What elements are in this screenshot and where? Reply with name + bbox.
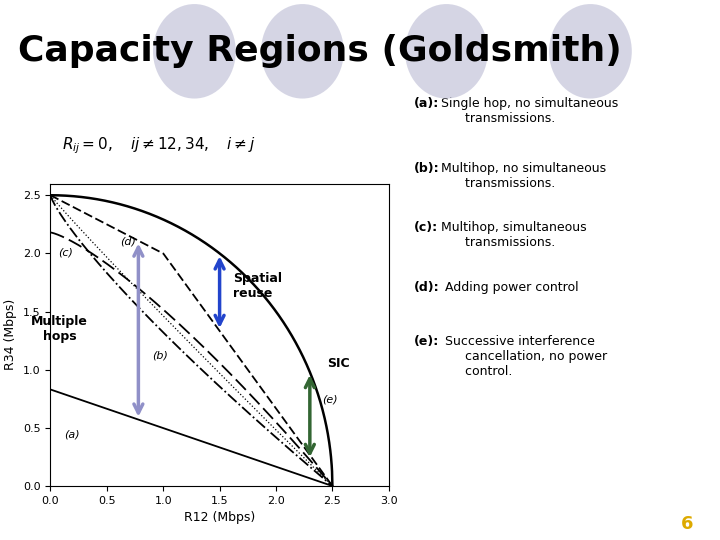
- Text: 6: 6: [681, 515, 694, 533]
- Text: Single hop, no simultaneous
       transmissions.: Single hop, no simultaneous transmission…: [437, 97, 618, 125]
- Text: Multihop, simultaneous
       transmissions.: Multihop, simultaneous transmissions.: [437, 221, 587, 249]
- Text: Multihop, no simultaneous
       transmissions.: Multihop, no simultaneous transmissions.: [437, 162, 606, 190]
- Text: Successive interference
       cancellation, no power
       control.: Successive interference cancellation, no…: [437, 335, 607, 378]
- Text: (a): (a): [64, 429, 80, 439]
- Text: $R_{ij} = 0, \quad ij \neq 12,34, \quad i \neq j$: $R_{ij} = 0, \quad ij \neq 12,34, \quad …: [61, 136, 256, 156]
- Ellipse shape: [261, 4, 344, 98]
- X-axis label: R12 (Mbps): R12 (Mbps): [184, 511, 255, 524]
- Ellipse shape: [549, 4, 632, 98]
- Text: SIC: SIC: [327, 357, 349, 370]
- Text: Spatial
reuse: Spatial reuse: [233, 272, 282, 300]
- Ellipse shape: [153, 4, 236, 98]
- Text: (b):: (b):: [414, 162, 440, 175]
- Text: Multiple
hops: Multiple hops: [31, 315, 88, 343]
- Text: (e):: (e):: [414, 335, 439, 348]
- Text: (d):: (d):: [414, 281, 440, 294]
- Text: (d): (d): [120, 236, 136, 246]
- Y-axis label: R34 (Mbps): R34 (Mbps): [4, 299, 17, 370]
- Ellipse shape: [405, 4, 488, 98]
- Text: (c): (c): [58, 248, 73, 258]
- Text: (b): (b): [152, 350, 168, 360]
- Text: (a):: (a):: [414, 97, 439, 110]
- Text: (e): (e): [323, 394, 338, 404]
- Text: (c):: (c):: [414, 221, 438, 234]
- Text: Capacity Regions (Goldsmith): Capacity Regions (Goldsmith): [18, 35, 622, 68]
- Text: Adding power control: Adding power control: [437, 281, 579, 294]
